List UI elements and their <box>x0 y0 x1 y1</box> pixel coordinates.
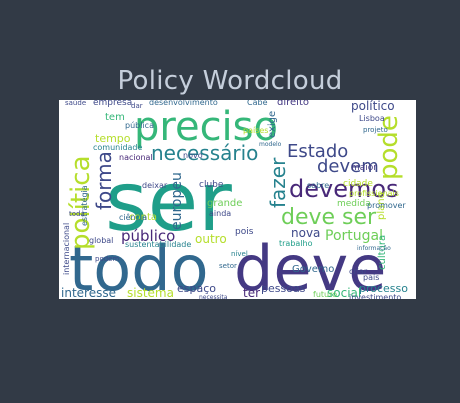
word-sobre: sobre <box>307 181 329 190</box>
word-pessoas: pessoas <box>261 282 306 295</box>
word-deve: deve <box>234 232 386 299</box>
word-ter: ter <box>243 286 260 299</box>
word-comunidade: comunidade <box>93 143 143 152</box>
word-cidade: cidade <box>343 179 373 189</box>
word-político: político <box>351 100 395 113</box>
word-tem: tem <box>105 112 125 123</box>
word-desenvolvimento: desenvolvimento <box>149 100 218 107</box>
word-toda: toda <box>69 210 85 218</box>
word-estratégia: estratégia <box>79 185 89 226</box>
word-forma: forma <box>92 151 116 210</box>
word-setor: setor <box>219 262 237 270</box>
word-podem: podem <box>95 255 119 263</box>
word-medida: medida <box>337 199 371 209</box>
word-projeto: projeto <box>363 126 388 134</box>
wordcloud: ser todo deve preciso política necessário pode… <box>59 100 416 299</box>
word-fazer: fazer <box>266 157 290 208</box>
word-trabalho: trabalho <box>279 239 313 248</box>
word-saúde: saúde <box>65 100 86 107</box>
word-espaço: espaço <box>177 282 216 295</box>
word-processo: processo <box>359 282 408 295</box>
word-outro: outro <box>195 232 227 246</box>
word-necessita: necessita <box>199 294 228 299</box>
word-ser: ser <box>105 155 232 250</box>
word-maior: maior <box>351 163 377 173</box>
word-pública: pública <box>125 121 154 130</box>
word-deixar: deixar <box>142 181 168 190</box>
word-social: social <box>327 286 361 299</box>
word-plano: plano <box>376 192 387 220</box>
word-europeu: europeu <box>169 172 185 230</box>
word-informação: informação <box>357 245 391 252</box>
word-investimento: investimento <box>349 293 401 299</box>
word-direito: direito <box>277 100 309 108</box>
word-devem: devem <box>317 156 379 177</box>
word-todo: todo <box>69 232 209 299</box>
chart-title: Policy Wordcloud <box>117 66 343 96</box>
word-país: país <box>363 273 379 282</box>
word-portugal: Portugal <box>325 228 383 244</box>
word-ainda: ainda <box>209 209 231 218</box>
word-novo: novo <box>183 151 203 160</box>
word-tempo: tempo <box>95 132 131 145</box>
word-países: países <box>243 126 268 135</box>
word-preciso: preciso <box>134 104 278 150</box>
word-cultura: cultura <box>377 235 388 270</box>
word-futuro: futuro <box>313 290 337 299</box>
word-clube: clube <box>199 180 224 190</box>
word-criar: criar <box>349 267 368 276</box>
word-internacional: internacional <box>62 223 71 275</box>
word-nova: nova <box>291 226 320 240</box>
word-exige: exige <box>267 111 278 138</box>
word-nível: nível <box>231 250 248 258</box>
word-necessário: necessário <box>151 141 258 165</box>
word-deve-ser: deve ser <box>281 205 377 230</box>
word-devemos: devemos <box>289 175 399 203</box>
word-pode: pode <box>374 115 404 180</box>
word-promover: promover <box>367 201 406 210</box>
word-cabe: Cabe <box>247 100 268 107</box>
word-nacional: nacional <box>119 153 153 162</box>
word-grande: grande <box>207 198 242 209</box>
word-ciência: ciência <box>119 212 147 222</box>
word-lisboa: Lisboa <box>359 114 385 123</box>
word-sustentabilidade: sustentabilidade <box>125 240 191 249</box>
word-interesse: interesse <box>61 286 116 299</box>
word-público: público <box>121 227 175 245</box>
word-estado: Estado <box>287 141 348 162</box>
word-dar: dar <box>131 102 143 110</box>
word-pois: pois <box>235 227 254 237</box>
word-conta: conta <box>129 212 157 223</box>
word-profissionais: profissionais <box>349 189 399 198</box>
word-empresa: empresa <box>93 100 132 108</box>
word-governo: Governo <box>292 264 334 275</box>
word-modelo: modelo <box>259 141 282 148</box>
word-política: política <box>66 155 96 250</box>
word-global: global <box>89 236 113 245</box>
word-sistema: sistema <box>127 286 174 299</box>
